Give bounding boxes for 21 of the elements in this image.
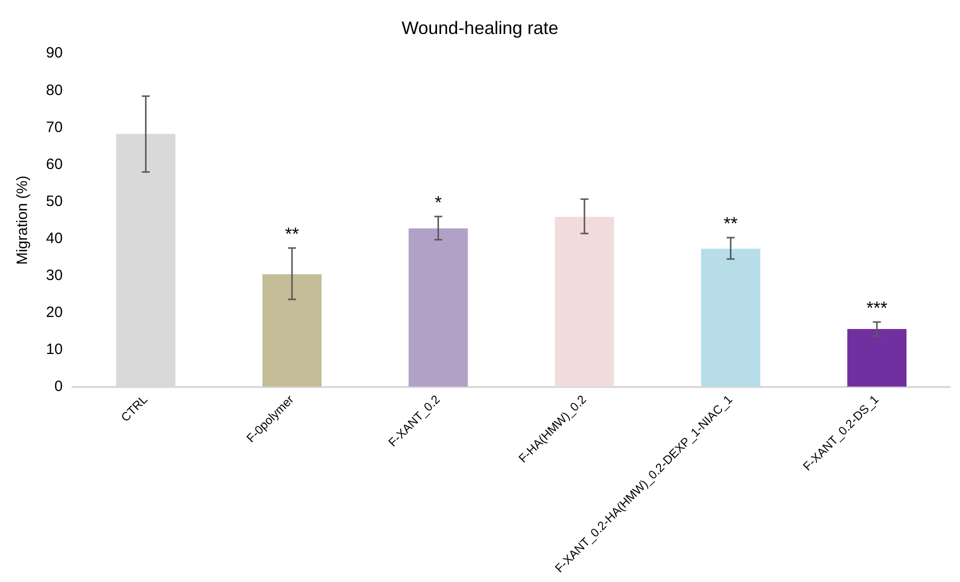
y-tick-label: 0 [54,378,63,395]
y-tick-label: 20 [46,304,63,321]
annotation: ** [285,224,300,244]
bar [847,329,906,387]
chart-title: Wound-healing rate [402,18,558,38]
bar [262,274,322,387]
bar [408,228,468,387]
y-tick-label: 30 [46,266,63,284]
y-tick-label: 90 [46,44,63,62]
y-tick-label: 10 [46,340,63,358]
y-tick-label: 70 [46,118,63,136]
bar [554,216,614,387]
y-tick-label: 60 [46,156,63,173]
y-tick-label: 40 [46,230,63,247]
y-tick-label: 80 [46,82,63,99]
y-axis-title: Migration (%) [14,176,32,265]
annotation: *** [866,298,888,318]
y-tick-label: 50 [46,192,63,210]
annotation: ** [724,214,738,234]
bar [701,248,760,387]
annotation: * [434,192,442,212]
